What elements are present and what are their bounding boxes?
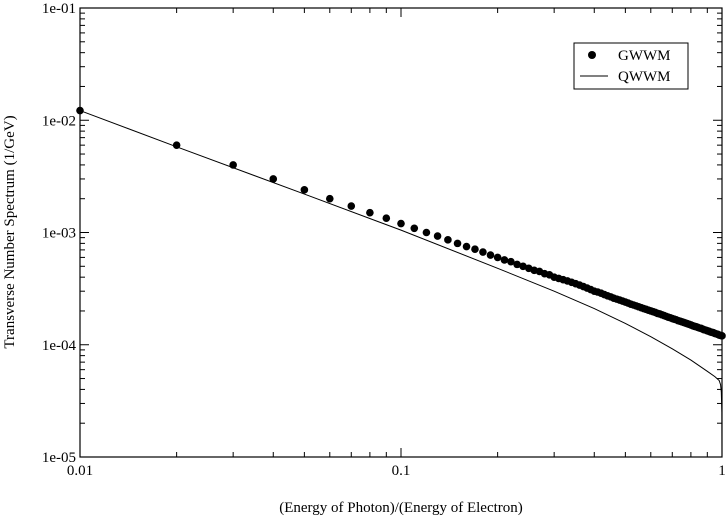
data-point-gwwm [76, 106, 84, 115]
data-point-gwwm [718, 332, 726, 340]
data-point-gwwm [300, 186, 309, 194]
data-point-gwwm [486, 251, 495, 259]
data-point-gwwm [500, 256, 509, 264]
data-point-gwwm [479, 248, 487, 256]
legend-label-gwwm: GWWM [618, 48, 671, 64]
legend-label-qwwm: QWWM [618, 69, 671, 85]
data-point-gwwm [347, 202, 356, 210]
x-tick-label: 0.1 [392, 463, 411, 479]
data-point-gwwm [462, 242, 471, 251]
data-point-gwwm [471, 245, 479, 253]
y-tick-label: 1e-05 [42, 450, 76, 466]
x-axis-title: (Energy of Photon)/(Energy of Electron) [279, 500, 523, 516]
data-point-gwwm [366, 208, 374, 217]
data-point-gwwm [269, 175, 278, 183]
data-point-gwwm [453, 239, 462, 248]
data-point-gwwm [493, 253, 502, 262]
y-tick-label: 1e-03 [42, 226, 76, 242]
y-tick-label: 1e-04 [42, 338, 77, 354]
y-axis-title: Transverse Number Spectrum (1/GeV) [2, 115, 18, 348]
data-point-gwwm [229, 161, 237, 169]
data-point-gwwm [410, 224, 419, 233]
series-points [76, 106, 726, 340]
legend-box [573, 42, 689, 90]
data-point-gwwm [433, 232, 442, 240]
data-point-gwwm [172, 141, 181, 149]
series-line-qwwm [79, 110, 723, 458]
data-point-gwwm [422, 228, 431, 237]
data-point-gwwm [507, 257, 515, 266]
x-tick-label: 1 [718, 463, 726, 479]
legend: GWWM QWWM [573, 42, 689, 90]
x-tick-label: 0.01 [67, 463, 93, 479]
axis-tick-labels: 0.01 0.1 1 1e-05 1e-04 1e-03 1e-02 1e-01 [42, 1, 726, 479]
legend-marker-gwwm [588, 51, 596, 59]
data-point-gwwm [382, 214, 391, 223]
data-point-gwwm [513, 260, 521, 269]
data-point-gwwm [444, 236, 452, 244]
series-lines [79, 110, 723, 458]
y-tick-label: 1e-01 [42, 1, 76, 17]
data-point-gwwm [397, 219, 405, 228]
y-tick-label: 1e-02 [42, 113, 76, 129]
data-point-gwwm [325, 194, 334, 203]
